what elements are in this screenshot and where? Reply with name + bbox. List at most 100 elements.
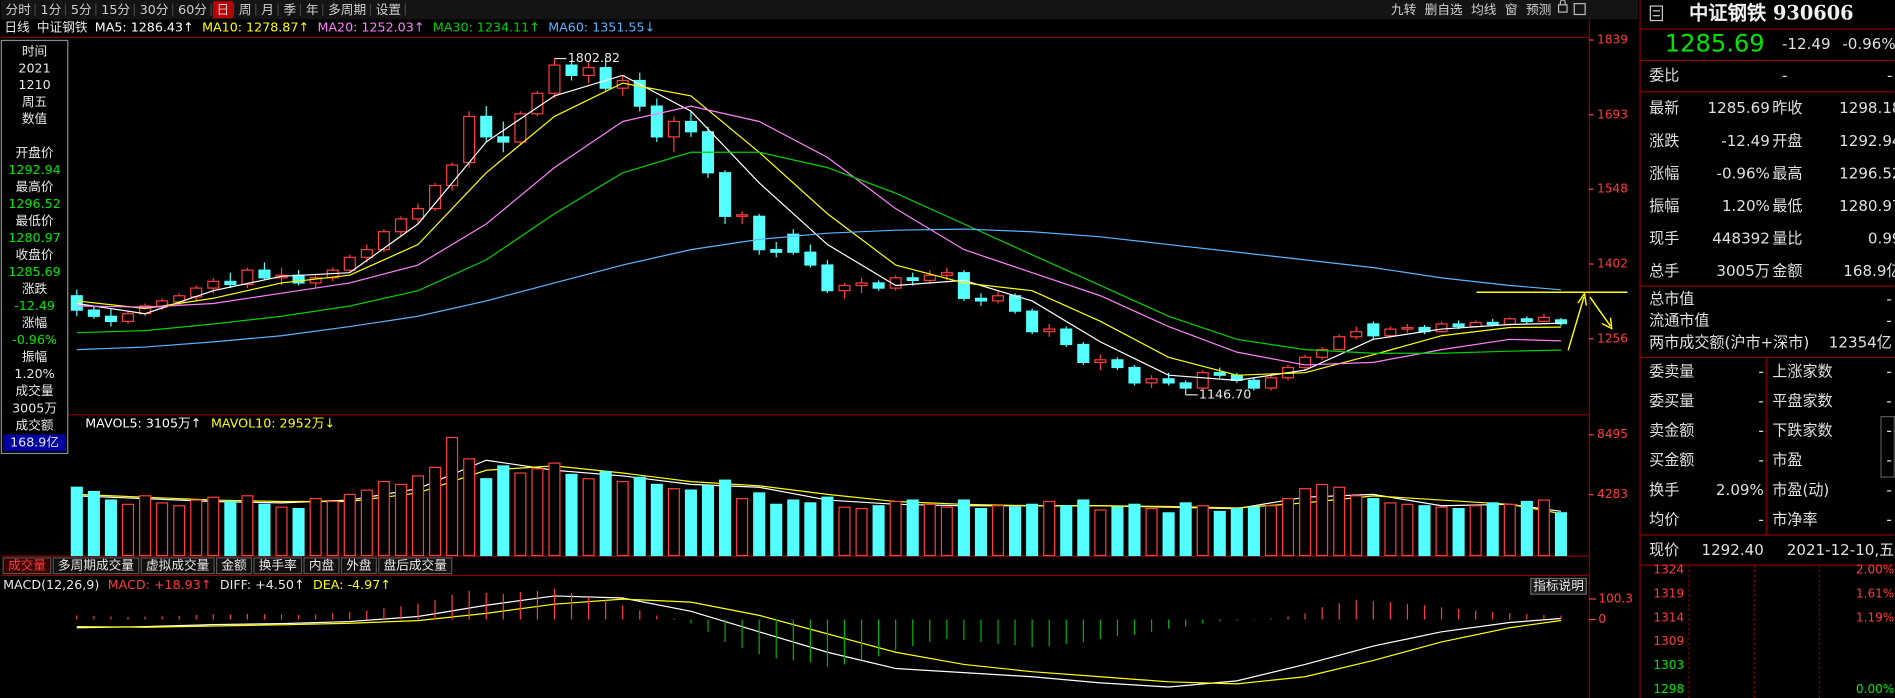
ma-line xyxy=(76,151,1561,354)
candle-body xyxy=(957,272,970,299)
scrollbar[interactable] xyxy=(1880,416,1895,478)
quote-value: 3005万 xyxy=(1716,262,1769,280)
weibi-diff: - xyxy=(1887,67,1892,85)
tool-button[interactable]: 九转 xyxy=(1391,2,1417,17)
candle-body xyxy=(1264,377,1277,389)
volume-bar xyxy=(139,495,152,557)
candle-body xyxy=(906,277,919,281)
period-button[interactable]: 5分 xyxy=(71,2,92,17)
period-button[interactable]: 多周期 xyxy=(328,2,366,17)
order-value: - xyxy=(1758,362,1763,380)
volume-bar xyxy=(1281,498,1295,557)
tab[interactable]: 换手率 xyxy=(259,557,297,572)
candle-body xyxy=(87,309,100,317)
candle-body xyxy=(394,218,407,233)
order-label: 上涨家数 xyxy=(1772,362,1832,380)
tab-bg[interactable] xyxy=(140,557,215,575)
candle-body xyxy=(241,269,254,286)
candle-body xyxy=(991,295,1005,302)
volume-bar xyxy=(872,505,885,557)
lock-shackle xyxy=(1559,0,1566,5)
tool-button[interactable]: 预测 xyxy=(1526,2,1551,17)
quote-pct: -0.96% xyxy=(1842,35,1895,53)
quote-title: 中证钢铁 930606 xyxy=(1689,1,1854,24)
period-button[interactable]: 1分 xyxy=(41,2,62,17)
period-button[interactable]: 季 xyxy=(284,2,297,17)
macd-tick-label: 100.3 xyxy=(1598,592,1633,606)
candle-body xyxy=(633,79,646,107)
volume-bar xyxy=(1435,506,1448,557)
period-button[interactable]: 年 xyxy=(306,2,319,17)
info-text: 收盘价 xyxy=(16,247,54,262)
volume-bar xyxy=(1452,507,1465,557)
period-button[interactable]: 60分 xyxy=(178,2,207,17)
candle-body xyxy=(736,214,749,217)
candle-body xyxy=(1026,310,1039,333)
tool-button[interactable]: 窗 xyxy=(1505,2,1518,17)
order-value: - xyxy=(1886,422,1891,440)
quote-icon xyxy=(1649,5,1664,22)
period-button[interactable]: 周 xyxy=(239,2,252,17)
quote-value: 448392 xyxy=(1712,230,1770,248)
window-icon[interactable] xyxy=(1573,3,1586,16)
quote-label: 振幅 xyxy=(1649,197,1679,215)
candle-body xyxy=(1299,356,1312,369)
market-value: 12354亿 xyxy=(1829,333,1892,351)
volume-bar xyxy=(343,493,356,557)
period-button[interactable]: 30分 xyxy=(140,2,169,17)
tab-bg[interactable] xyxy=(340,557,377,575)
candle-body xyxy=(1452,323,1465,328)
candle-body xyxy=(1179,382,1192,389)
period-button[interactable]: 15分 xyxy=(101,2,130,17)
tab[interactable]: 金额 xyxy=(221,557,247,572)
help-button[interactable]: 指标说明 xyxy=(1533,578,1584,593)
volume-bar xyxy=(1503,503,1516,557)
volume-bar xyxy=(1094,509,1107,557)
ma-line xyxy=(76,105,1561,366)
quote-value: 1280.97 xyxy=(1839,197,1895,215)
volume-bar xyxy=(684,489,697,557)
tab[interactable]: 虚拟成交量 xyxy=(146,557,210,572)
period-button[interactable]: 分时 xyxy=(6,2,32,17)
candle-body xyxy=(974,297,987,302)
tab-bg[interactable] xyxy=(2,557,52,575)
lock-icon[interactable] xyxy=(1557,4,1568,13)
volume-bar xyxy=(1145,507,1158,557)
tab-bg[interactable] xyxy=(303,557,340,575)
info-text: 1.20% xyxy=(14,366,54,381)
tab[interactable]: 外盘 xyxy=(346,557,372,572)
period-button[interactable]: 日 xyxy=(217,2,230,17)
candle-body xyxy=(1247,379,1260,389)
volume-bar xyxy=(804,502,817,557)
volume-bar xyxy=(701,485,715,557)
period-button[interactable]: 月 xyxy=(261,2,274,17)
candle-body xyxy=(889,277,902,289)
tool-button[interactable]: 删自选 xyxy=(1425,2,1463,17)
tab-bg[interactable] xyxy=(215,557,253,575)
candle-body xyxy=(377,231,390,251)
candle-body xyxy=(565,64,578,76)
quote-value: 1292.94 xyxy=(1839,132,1895,150)
period-button[interactable]: 设置 xyxy=(376,2,401,17)
tab[interactable]: 内盘 xyxy=(309,557,335,572)
tab[interactable]: 多周期成交量 xyxy=(58,557,134,572)
candle-body xyxy=(1043,328,1056,333)
candle-body xyxy=(411,208,425,220)
tab-bg[interactable] xyxy=(378,557,453,575)
order-label: 委买量 xyxy=(1649,392,1694,410)
tool-button[interactable]: 均线 xyxy=(1471,2,1497,17)
quote-label: 最低 xyxy=(1772,197,1802,215)
volume-bar xyxy=(650,483,663,557)
tab-bg[interactable] xyxy=(52,557,140,575)
volume-ma-label: MAVOL5: 3105万↑ xyxy=(85,415,201,430)
tab[interactable]: 成交量 xyxy=(8,557,46,572)
help-button-bg[interactable] xyxy=(1530,577,1587,595)
candle-body xyxy=(1213,372,1226,376)
tab[interactable]: 盘后成交量 xyxy=(384,557,448,572)
candle-body xyxy=(548,64,561,94)
tab-bg[interactable] xyxy=(253,557,303,575)
ma-label: MA20: 1252.03↑ xyxy=(317,19,424,34)
volume-bar xyxy=(1469,505,1482,557)
candle-body xyxy=(1537,316,1550,323)
volume-bar xyxy=(906,499,919,557)
